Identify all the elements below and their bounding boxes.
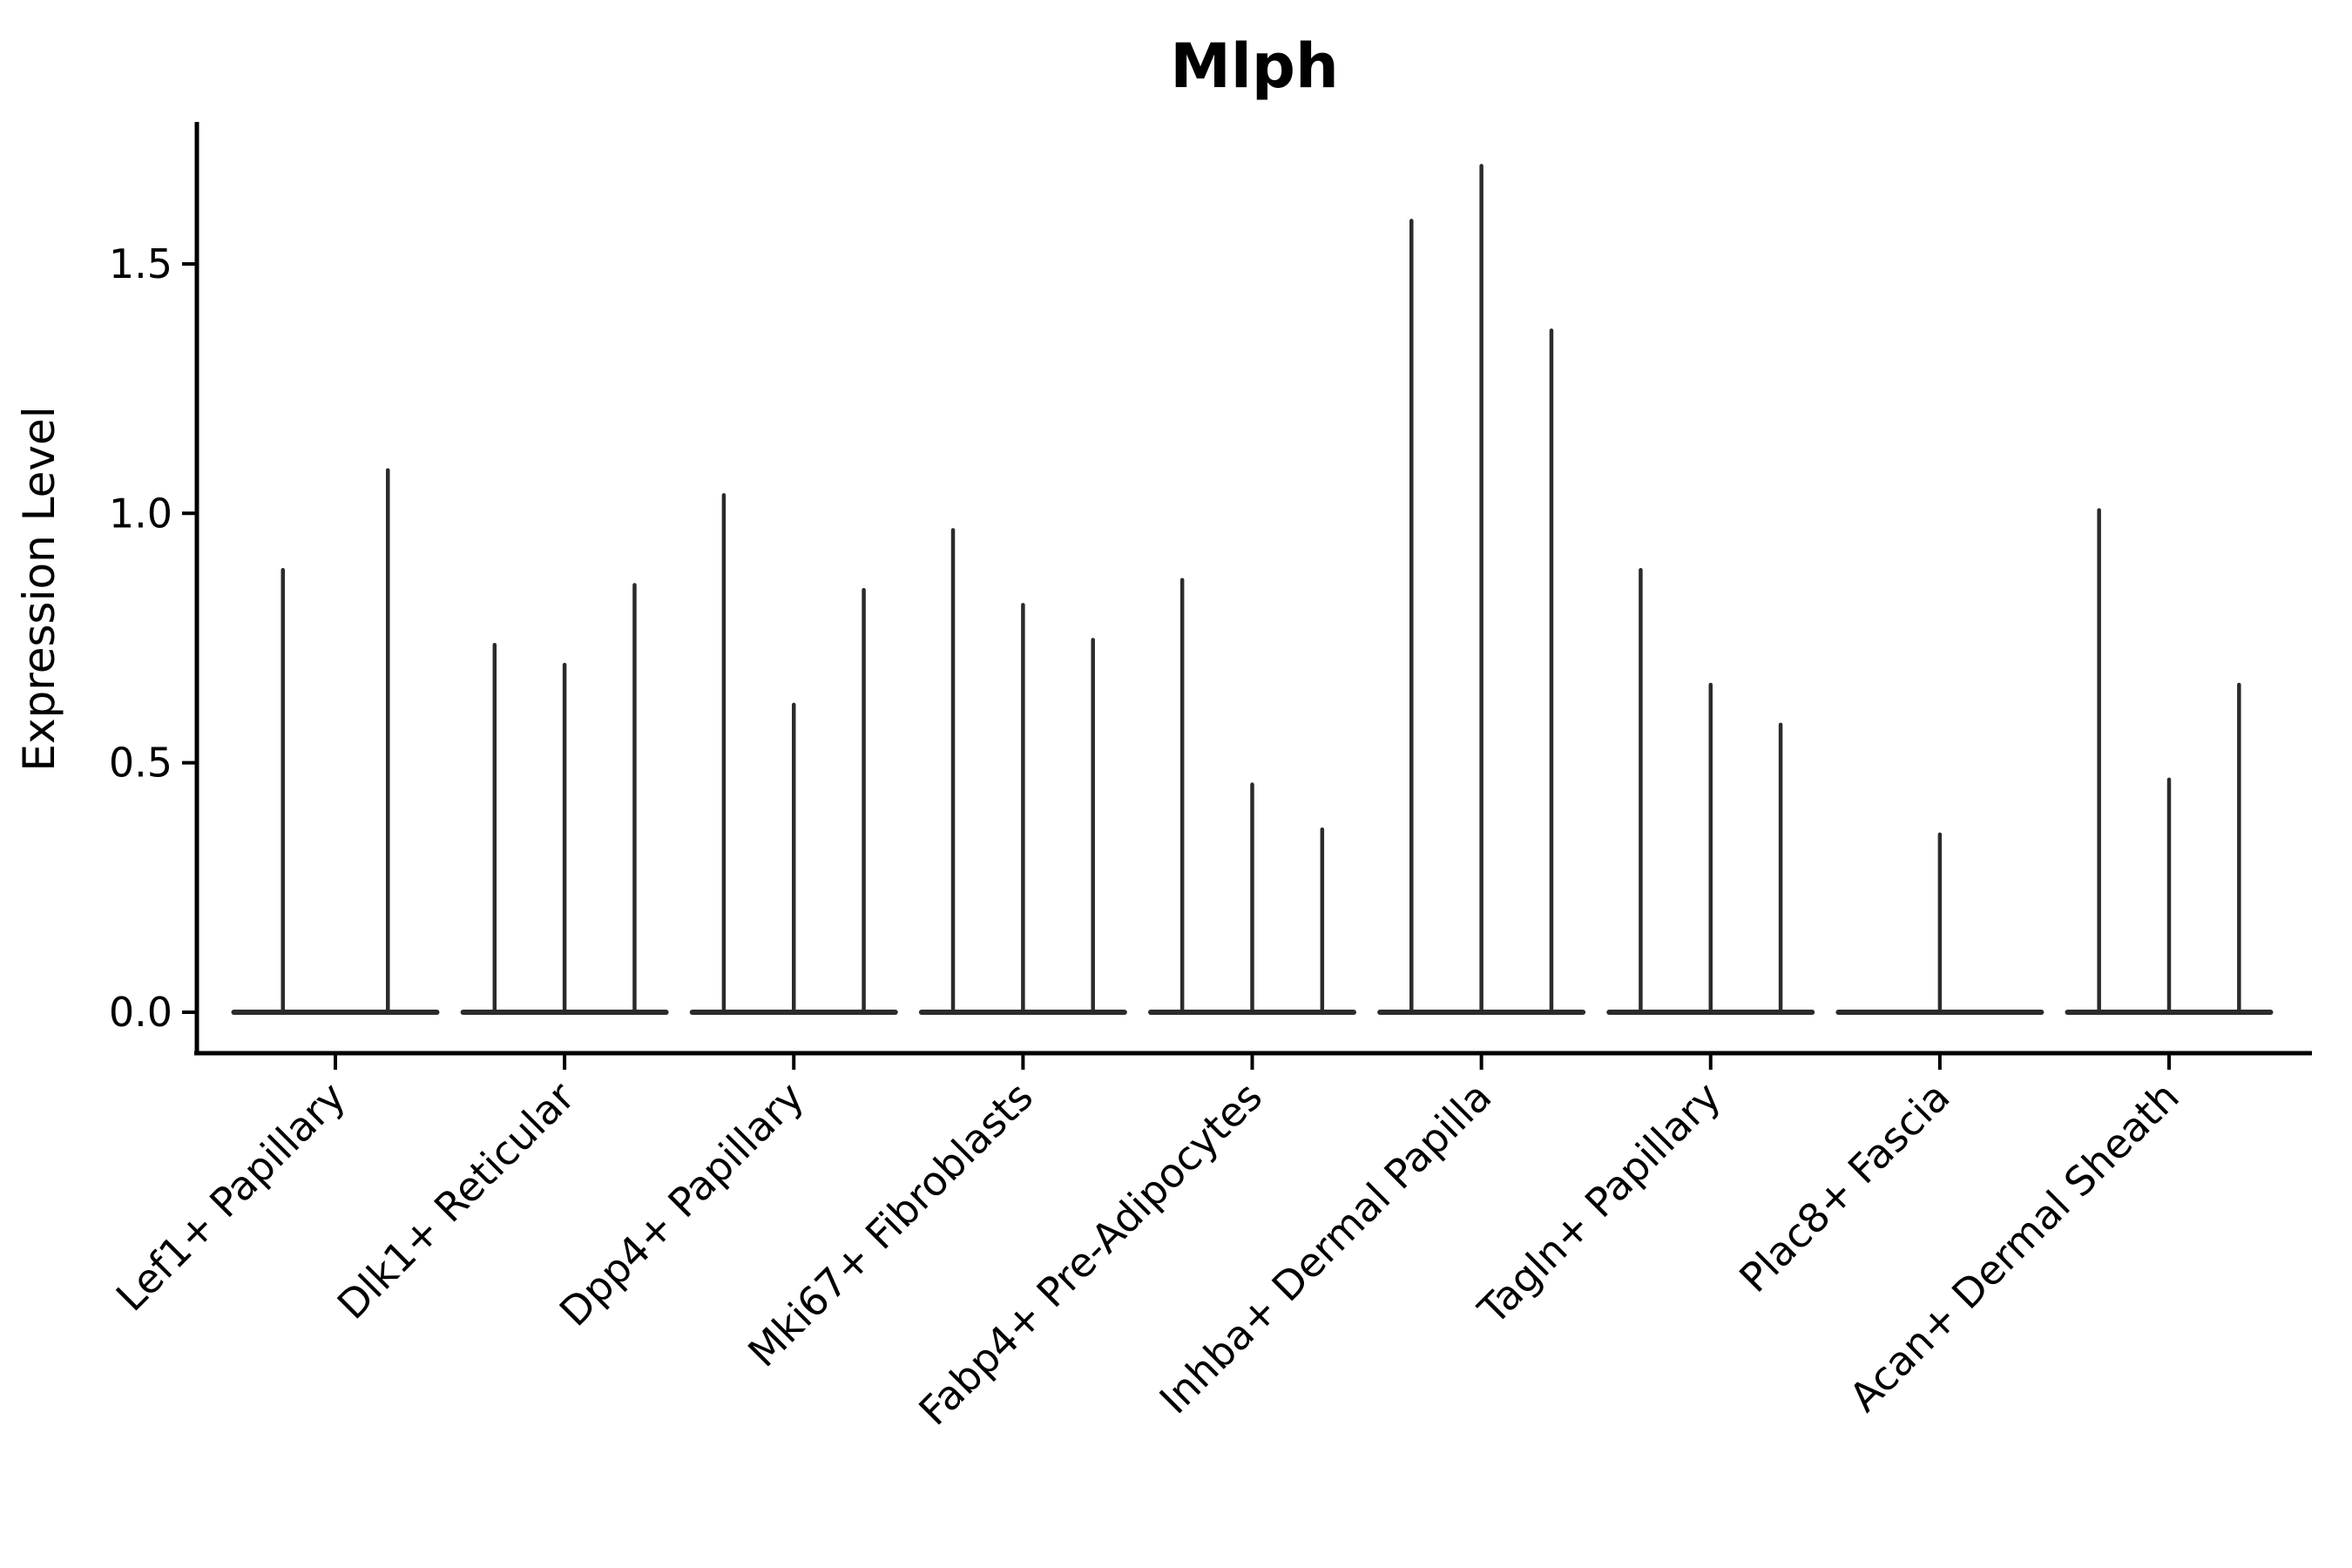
y-axis-ticks: 0.0 0.5 1.0 1.5 bbox=[109, 240, 197, 1036]
violin-series bbox=[231, 164, 2274, 1015]
x-tick-label: Plac8+ Fascia bbox=[1730, 1073, 1958, 1301]
x-tick-label: Dlk1+ Reticular bbox=[328, 1073, 584, 1328]
y-tick-label: 1.0 bbox=[109, 490, 172, 537]
y-tick-label: 0.0 bbox=[109, 989, 172, 1036]
x-tick-label: Dpp4+ Papillary bbox=[551, 1073, 813, 1335]
x-tick-label: Tagln+ Papillary bbox=[1469, 1073, 1730, 1335]
chart-title: Mlph bbox=[1170, 30, 1339, 102]
y-tick-label: 1.5 bbox=[109, 240, 172, 287]
y-tick-label: 0.5 bbox=[109, 740, 172, 787]
x-tick-label: Lef1+ Papillary bbox=[107, 1073, 355, 1321]
y-axis-label: Expression Level bbox=[14, 406, 64, 771]
